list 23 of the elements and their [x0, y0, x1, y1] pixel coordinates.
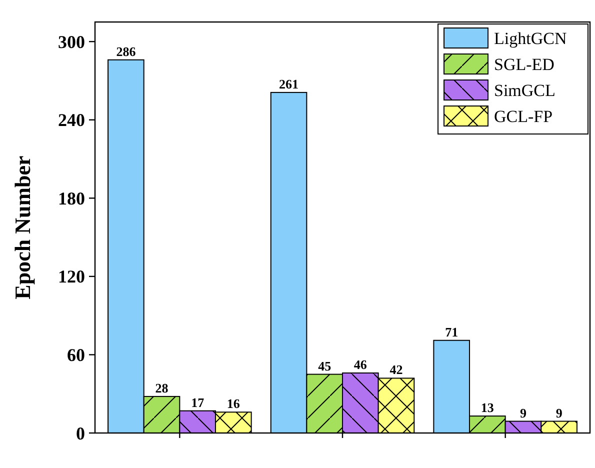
- data-label: 46: [354, 356, 368, 372]
- data-label: 9: [520, 405, 527, 420]
- y-tick-label: 0: [76, 423, 85, 444]
- y-tick-label: 60: [67, 345, 85, 366]
- legend-label: SGL-ED: [494, 54, 554, 74]
- legend-label: GCL-FP: [494, 106, 553, 126]
- data-label: 286: [116, 44, 136, 59]
- data-label: 261: [279, 76, 299, 92]
- data-label: 28: [155, 380, 169, 396]
- legend-label: LightGCN: [494, 28, 567, 48]
- data-label: 16: [226, 396, 240, 412]
- y-tick-label: 180: [58, 188, 85, 208]
- y-axis-title: Epoch Number: [10, 155, 35, 300]
- data-label: 71: [445, 324, 458, 340]
- y-tick-label: 120: [58, 266, 85, 287]
- data-label: 42: [390, 362, 403, 378]
- y-tick-label: 300: [58, 32, 85, 52]
- data-label: 9: [556, 405, 563, 420]
- data-label: 13: [480, 400, 494, 416]
- legend-label: SimGCL: [494, 80, 556, 100]
- data-label: 17: [191, 394, 205, 410]
- data-label: 45: [318, 358, 332, 374]
- y-tick-label: 240: [58, 110, 85, 130]
